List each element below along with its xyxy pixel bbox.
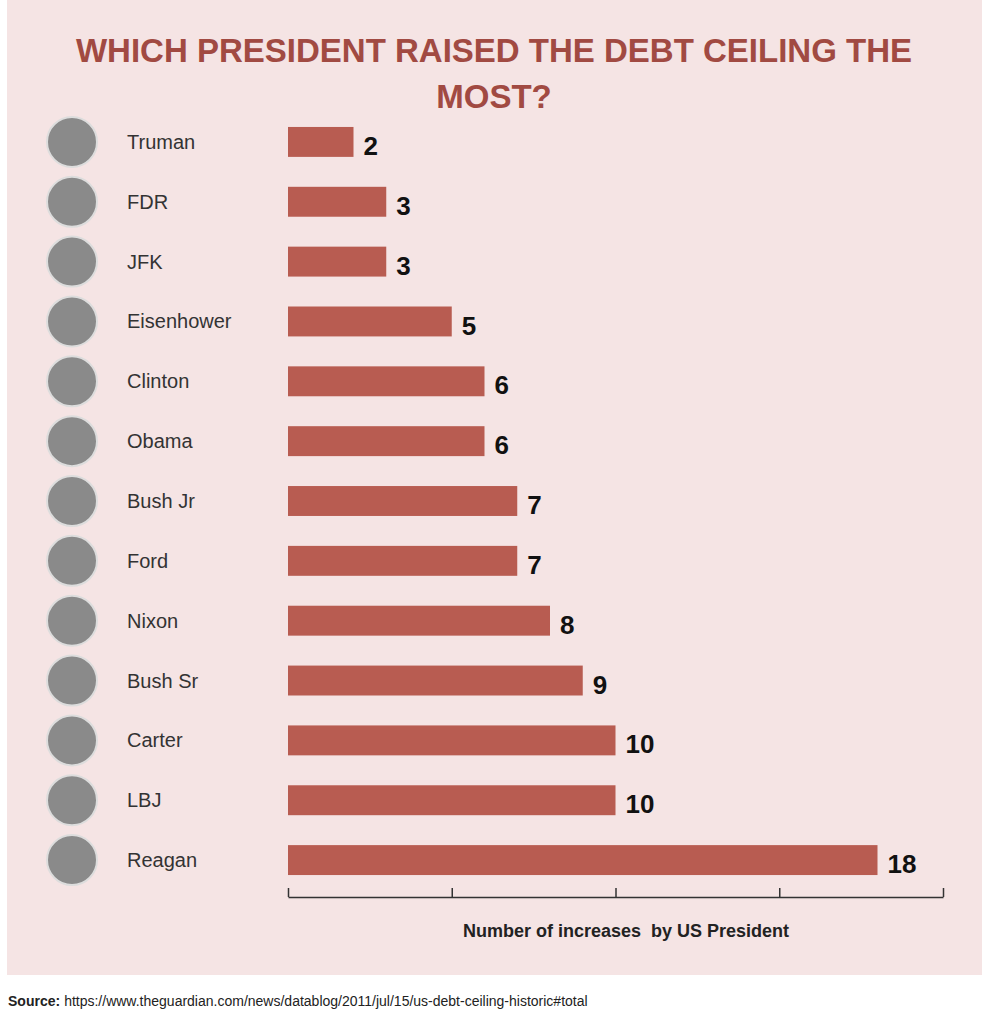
- tick: [943, 888, 944, 897]
- bars: [288, 127, 878, 875]
- tick: [452, 888, 453, 897]
- bar: [288, 785, 616, 815]
- data-label: 8: [560, 610, 574, 640]
- bar: [288, 127, 354, 157]
- portrait: [47, 835, 97, 885]
- data-label: 3: [396, 251, 410, 281]
- portrait: [47, 656, 97, 706]
- category-label: FDR: [127, 191, 168, 213]
- data-label: 7: [527, 490, 541, 520]
- chart: WHICH PRESIDENT RAISED THE DEBT CEILING …: [0, 0, 982, 1011]
- category-label: LBJ: [127, 789, 161, 811]
- portrait: [47, 177, 97, 227]
- source-label: Source:: [8, 993, 60, 1009]
- portrait: [47, 416, 97, 466]
- bar: [288, 606, 550, 636]
- portrait: [47, 536, 97, 586]
- bar: [288, 546, 517, 576]
- portrait: [47, 117, 97, 167]
- bar: [288, 666, 583, 696]
- tick: [616, 888, 617, 897]
- portrait: [47, 596, 97, 646]
- data-label: 10: [626, 789, 655, 819]
- portrait: [47, 237, 97, 287]
- tick-mark: [779, 888, 781, 897]
- title: WHICH PRESIDENT RAISED THE DEBT CEILING …: [76, 32, 912, 115]
- data-label: 10: [626, 729, 655, 759]
- title-line: WHICH PRESIDENT RAISED THE DEBT CEILING …: [76, 32, 912, 69]
- bar: [288, 725, 616, 755]
- data-label: 6: [495, 370, 509, 400]
- tick-mark: [452, 888, 454, 897]
- data-label: 9: [593, 670, 607, 700]
- tick: [779, 888, 780, 897]
- portrait: [47, 476, 97, 526]
- category-label: Nixon: [127, 610, 178, 632]
- portrait: [47, 296, 97, 346]
- tick-mark: [288, 888, 290, 897]
- tick: [288, 888, 289, 897]
- category-label: Ford: [127, 550, 168, 572]
- category-label: Obama: [127, 430, 193, 452]
- background: [7, 0, 982, 975]
- category-label: Truman: [127, 131, 195, 153]
- category-label: Clinton: [127, 370, 189, 392]
- portrait: [47, 775, 97, 825]
- data-label: 7: [527, 550, 541, 580]
- bar: [288, 486, 517, 516]
- category-label: Eisenhower: [127, 310, 232, 332]
- category-label: Carter: [127, 729, 183, 751]
- bar: [288, 845, 878, 875]
- title-line: MOST?: [436, 78, 551, 115]
- bar: [288, 187, 386, 217]
- tick-mark: [615, 888, 617, 897]
- bar: [288, 366, 485, 396]
- category-label: Bush Jr: [127, 490, 195, 512]
- category-label: Reagan: [127, 849, 197, 871]
- x-axis: [289, 888, 944, 898]
- data-label: 3: [396, 191, 410, 221]
- data-label: 6: [495, 430, 509, 460]
- source: Source:https://www.theguardian.com/news/…: [8, 993, 588, 1009]
- x-axis-title: Number of increases by US President: [463, 921, 789, 941]
- data-label: 5: [462, 311, 476, 341]
- portrait: [47, 356, 97, 406]
- data-label: 2: [364, 131, 378, 161]
- bar: [288, 247, 386, 277]
- tick-mark: [943, 888, 945, 897]
- portrait: [47, 715, 97, 765]
- source-url: https://www.theguardian.com/news/datablo…: [64, 993, 587, 1009]
- bar: [288, 426, 485, 456]
- data-label: 18: [888, 849, 917, 879]
- category-label: Bush Sr: [127, 670, 198, 692]
- category-label: JFK: [127, 251, 163, 273]
- bar: [288, 307, 452, 337]
